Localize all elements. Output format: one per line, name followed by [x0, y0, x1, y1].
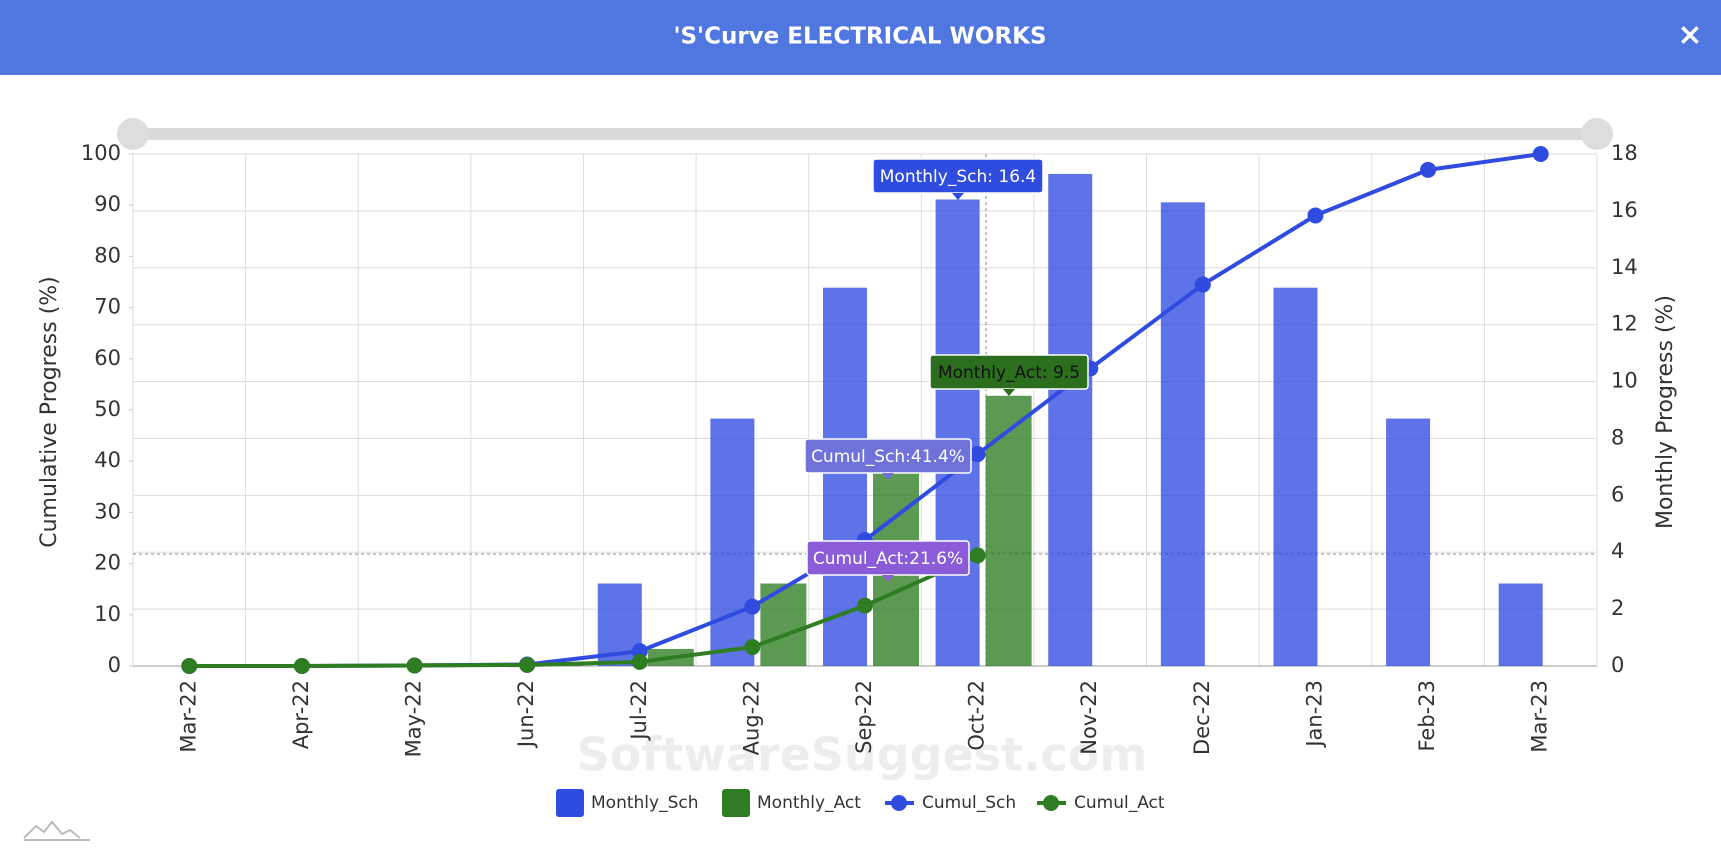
- x-tick-label: Mar-23: [1528, 680, 1552, 753]
- y-tick-label: 20: [94, 551, 121, 575]
- y-tick-label: 10: [94, 602, 121, 626]
- tooltip-text: Monthly_Act: 9.5: [938, 363, 1080, 383]
- point: [1307, 207, 1324, 224]
- legend-label: Monthly_Act: [757, 793, 861, 813]
- legend-marker: [891, 795, 907, 811]
- bar: [1498, 583, 1543, 666]
- point: [969, 547, 986, 564]
- y-axis-title: Cumulative Progress (%): [37, 276, 62, 548]
- x-tick-label: Jun-22: [514, 680, 538, 749]
- x-tick-label: May-22: [402, 680, 426, 757]
- point: [1532, 146, 1549, 162]
- bar: [985, 395, 1032, 666]
- bar: [1160, 202, 1205, 666]
- header-bar: [0, 0, 1721, 75]
- y2-tick-label: 10: [1611, 369, 1638, 393]
- legend-label: Cumul_Act: [1074, 793, 1165, 813]
- point: [631, 653, 648, 670]
- tooltip-text: Monthly_Sch: 16.4: [880, 167, 1036, 187]
- header-title: 'S'Curve ELECTRICAL WORKS: [673, 24, 1046, 50]
- close-button[interactable]: ×: [1677, 18, 1702, 53]
- x-tick-label: Oct-22: [965, 680, 989, 751]
- tooltip-text: Cumul_Sch:41.4%: [811, 447, 965, 467]
- legend-label: Monthly_Sch: [591, 793, 698, 813]
- point: [293, 658, 310, 674]
- range-track: [133, 128, 1597, 140]
- range-handle-right[interactable]: [1581, 118, 1613, 150]
- x-tick-label: Sep-22: [852, 680, 876, 754]
- point: [519, 656, 536, 673]
- legend-label: Cumul_Sch: [922, 793, 1016, 813]
- legend-swatch: [722, 789, 750, 817]
- y2-axis-title: Monthly Progress (%): [1653, 295, 1678, 529]
- logo: [23, 820, 90, 841]
- x-tick-label: Nov-22: [1077, 680, 1101, 755]
- tooltip-arrow: [882, 575, 894, 582]
- point: [1194, 276, 1211, 293]
- legend-swatch: [556, 789, 584, 817]
- bar: [710, 418, 755, 666]
- y2-tick-label: 14: [1611, 255, 1638, 279]
- y2-tick-label: 4: [1611, 539, 1624, 563]
- bar: [1273, 287, 1318, 666]
- y-tick-label: 50: [94, 397, 121, 421]
- y-tick-label: 60: [94, 346, 121, 370]
- y-tick-label: 0: [108, 653, 121, 677]
- y2-tick-label: 6: [1611, 482, 1624, 506]
- watermark: SoftwareSuggest.com: [577, 728, 1148, 782]
- x-tick-label: Jul-22: [627, 680, 651, 742]
- tooltip-arrow: [952, 193, 964, 200]
- x-tick-label: Aug-22: [739, 680, 763, 755]
- point: [181, 658, 198, 674]
- bar: [1048, 173, 1093, 666]
- x-tick-label: Jan-23: [1302, 680, 1326, 749]
- bar: [1386, 418, 1431, 666]
- point: [406, 657, 423, 674]
- tooltip-arrow: [882, 473, 894, 480]
- line: [189, 553, 979, 668]
- y-tick-label: 90: [94, 192, 121, 216]
- x-tick-label: Mar-22: [176, 680, 200, 753]
- tooltip-text: Cumul_Act:21.6%: [813, 549, 963, 569]
- point: [1420, 161, 1437, 178]
- y2-tick-label: 0: [1611, 653, 1624, 677]
- bar: [935, 199, 980, 666]
- tooltip-arrow: [1003, 389, 1015, 396]
- x-tick-label: Feb-23: [1415, 680, 1439, 751]
- y2-tick-label: 8: [1611, 425, 1624, 449]
- y2-tick-label: 12: [1611, 312, 1638, 336]
- x-tick-label: Dec-22: [1190, 680, 1214, 755]
- y-tick-label: 80: [94, 243, 121, 267]
- point: [744, 639, 761, 656]
- range-handle-left[interactable]: [117, 118, 149, 150]
- x-tick-label: Apr-22: [289, 680, 313, 749]
- y-tick-label: 30: [94, 499, 121, 523]
- y-tick-label: 70: [94, 295, 121, 319]
- point: [857, 597, 873, 614]
- y2-tick-label: 16: [1611, 198, 1638, 222]
- y-tick-label: 40: [94, 448, 121, 472]
- y2-tick-label: 2: [1611, 596, 1624, 620]
- y-tick-label: 100: [81, 141, 121, 165]
- point: [744, 598, 761, 615]
- point: [969, 446, 986, 463]
- plot: 0 2 4 6 8 10 12 14 16 18 0 10 20 30 40 50 60 70 80 90 100 Cum…: [37, 141, 1678, 817]
- legend-marker: [1043, 795, 1059, 811]
- y2-tick-label: 18: [1611, 141, 1638, 165]
